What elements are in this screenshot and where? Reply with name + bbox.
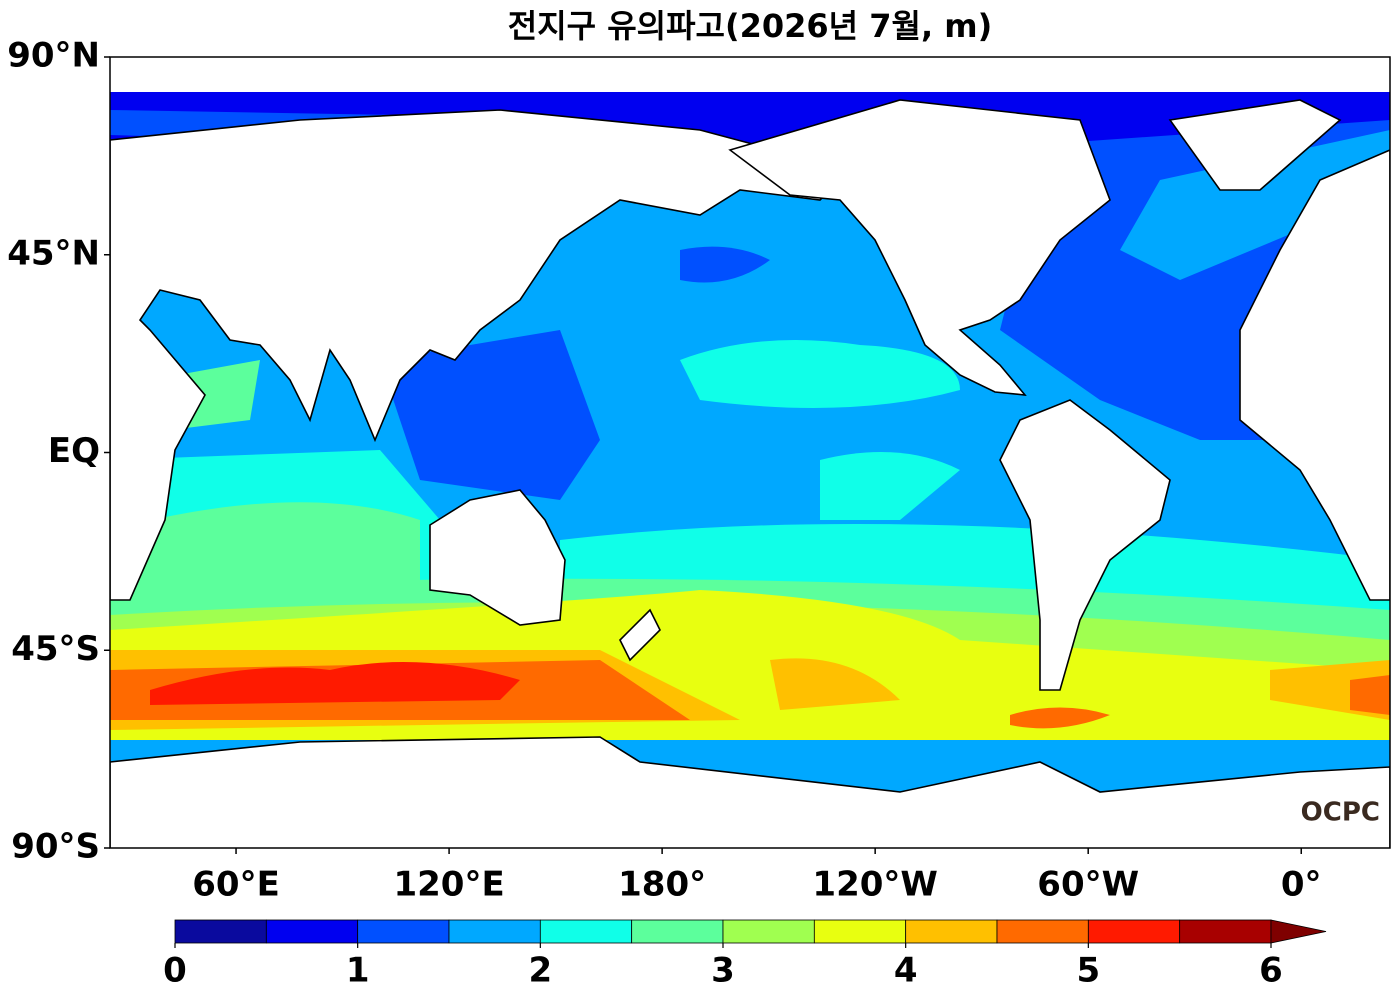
colorbar-tick-label: 5: [1076, 951, 1100, 991]
y-tick-label: 45°S: [11, 629, 100, 669]
y-tick-label: 90°S: [11, 827, 100, 867]
y-tick-label: 45°N: [7, 233, 100, 273]
colorbar-extend: [1270, 919, 1327, 944]
y-tick-label: 90°N: [7, 36, 100, 76]
colorbar-bin: [905, 919, 998, 944]
colorbar-bin: [722, 919, 815, 944]
x-tick-label: 180°: [618, 865, 706, 905]
x-tick-label: 60°W: [1037, 865, 1139, 905]
colorbar-bin: [631, 919, 724, 944]
colorbar-tick-label: 4: [894, 951, 918, 991]
x-tick-label: 0°: [1281, 865, 1322, 905]
colorbar-bin: [1179, 919, 1272, 944]
colorbar-bin: [996, 919, 1089, 944]
colorbar-tick-label: 0: [163, 951, 187, 991]
x-tick-label: 120°E: [393, 865, 504, 905]
colorbar-bin: [539, 919, 633, 944]
colorbar-bin: [1087, 919, 1181, 944]
wave-field: [110, 57, 1390, 848]
logo: OCPC: [1301, 798, 1380, 828]
colorbar-bin: [174, 919, 267, 944]
x-tick-label: 120°W: [812, 865, 937, 905]
colorbar-bin: [813, 919, 907, 944]
colorbar-bin: [265, 919, 359, 944]
x-tick-label: 60°E: [192, 865, 280, 905]
colorbar-tick-label: 1: [346, 951, 370, 991]
colorbar-bin: [448, 919, 541, 944]
chart-title: 전지구 유의파고(2026년 7월, m): [508, 7, 992, 45]
colorbar-tick-label: 3: [711, 951, 735, 991]
colorbar-bin: [357, 919, 450, 944]
colorbar-tick-label: 2: [528, 951, 552, 991]
y-tick-label: EQ: [48, 431, 100, 471]
colorbar-tick-label: 6: [1259, 951, 1283, 991]
